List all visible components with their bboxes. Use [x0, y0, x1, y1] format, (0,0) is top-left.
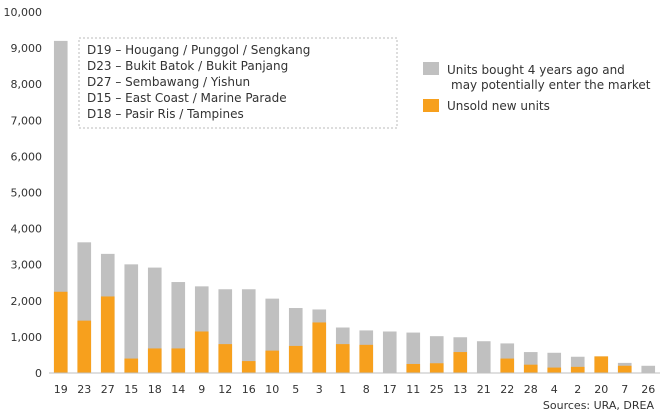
- x-tick-label: 14: [171, 383, 185, 396]
- x-tick-label: 8: [363, 383, 370, 396]
- x-tick-label: 12: [218, 383, 232, 396]
- source-note: Sources: URA, DREA: [543, 399, 655, 412]
- x-tick-label: 26: [641, 383, 655, 396]
- legend: Units bought 4 years ago and may potenti…: [423, 62, 651, 113]
- bar-unsold-units: [406, 363, 421, 373]
- bar-unsold-units: [359, 344, 374, 373]
- x-tick-label: 22: [500, 383, 514, 396]
- x-tick-label: 9: [198, 383, 205, 396]
- x-axis: 19 23 27 15 18 14 9 12 16 10 5 3 1 8 17 11 25 13 21 22 28 4 2 2…: [49, 372, 660, 396]
- y-tick-label: 8,000: [11, 78, 43, 91]
- x-tick-label: 15: [124, 383, 138, 396]
- bar-resale-units: [124, 264, 139, 373]
- bar-unsold-units: [124, 358, 139, 373]
- annotation-line: D15 – East Coast / Marine Parade: [87, 91, 287, 105]
- annotation-line: D23 – Bukit Batok / Bukit Panjang: [87, 59, 288, 73]
- bar-unsold-units: [617, 365, 632, 373]
- x-tick-label: 1: [339, 383, 346, 396]
- y-tick-label: 5,000: [11, 187, 43, 200]
- bar-resale-units: [476, 341, 491, 373]
- bar-unsold-units: [594, 356, 609, 373]
- x-tick-label: 10: [265, 383, 279, 396]
- y-tick-label: 10,000: [4, 6, 43, 19]
- x-tick-label: 3: [316, 383, 323, 396]
- y-tick-label: 2,000: [11, 295, 43, 308]
- bars: [53, 40, 656, 373]
- y-axis: 0 1,000 2,000 3,000 4,000 5,000 6,000 7,000 8,00…: [4, 6, 43, 380]
- bar-resale-units: [241, 289, 256, 373]
- annotation-line: D27 – Sembawang / Yishun: [87, 75, 250, 89]
- legend-label-resale-line1: Units bought 4 years ago and: [447, 63, 625, 77]
- x-tick-label: 25: [430, 383, 444, 396]
- legend-label-unsold: Unsold new units: [447, 99, 550, 113]
- x-tick-label: 28: [524, 383, 538, 396]
- y-tick-label: 6,000: [11, 150, 43, 163]
- x-tick-label: 7: [621, 383, 628, 396]
- bar-resale-units: [382, 331, 397, 373]
- x-tick-label: 16: [242, 383, 256, 396]
- y-tick-label: 0: [35, 367, 42, 380]
- bar-unsold-units: [570, 366, 585, 373]
- bar-unsold-units: [312, 322, 327, 373]
- legend-swatch-resale: [423, 62, 439, 75]
- bar-unsold-units: [53, 291, 68, 373]
- x-tick-label: 4: [551, 383, 558, 396]
- bar-unsold-units: [288, 345, 303, 373]
- bar-resale-units: [147, 267, 162, 373]
- annotation-line: D18 – Pasir Ris / Tampines: [87, 107, 244, 121]
- bar-unsold-units: [523, 364, 538, 373]
- x-tick-label: 5: [292, 383, 299, 396]
- y-tick-label: 3,000: [11, 259, 43, 272]
- annotation-line: D19 – Hougang / Punggol / Sengkang: [87, 43, 310, 57]
- x-tick-label: 17: [383, 383, 397, 396]
- bar-unsold-units: [77, 320, 92, 373]
- x-tick-label: 21: [477, 383, 491, 396]
- bar-unsold-units: [429, 363, 444, 373]
- x-tick-label: 18: [148, 383, 162, 396]
- legend-label-resale-line2: may potentially enter the market: [451, 78, 651, 92]
- annotation-box: D19 – Hougang / Punggol / Sengkang D23 –…: [78, 37, 398, 129]
- bar-unsold-units: [500, 358, 515, 373]
- bar-unsold-units: [147, 348, 162, 373]
- legend-swatch-unsold: [423, 99, 439, 112]
- x-tick-label: 27: [101, 383, 115, 396]
- bar-unsold-units: [265, 350, 280, 373]
- x-tick-label: 20: [594, 383, 608, 396]
- y-tick-label: 4,000: [11, 223, 43, 236]
- bar-resale-units: [406, 332, 421, 373]
- bar-unsold-units: [100, 296, 115, 373]
- y-tick-label: 1,000: [11, 331, 43, 344]
- bar-resale-units: [641, 365, 656, 373]
- bar-unsold-units: [171, 348, 186, 373]
- x-tick-label: 2: [574, 383, 581, 396]
- x-tick-label: 19: [54, 383, 68, 396]
- y-tick-label: 7,000: [11, 114, 43, 127]
- bar-resale-units: [53, 40, 68, 373]
- bar-unsold-units: [453, 352, 468, 373]
- x-tick-label: 11: [406, 383, 420, 396]
- bar-unsold-units: [547, 367, 562, 373]
- x-tick-label: 13: [453, 383, 467, 396]
- bar-unsold-units: [241, 361, 256, 373]
- bar-unsold-units: [218, 344, 233, 373]
- bar-unsold-units: [335, 344, 350, 373]
- x-tick-label: 23: [77, 383, 91, 396]
- y-tick-label: 9,000: [11, 42, 43, 55]
- bar-unsold-units: [194, 331, 209, 373]
